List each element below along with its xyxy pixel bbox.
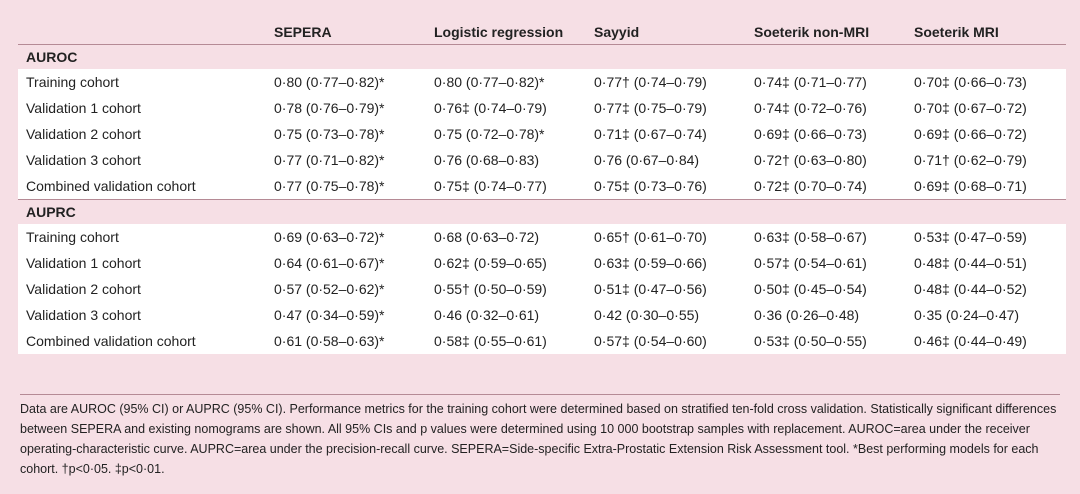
table-cell: 0·68 (0·63–0·72) xyxy=(426,224,586,250)
table-row: Validation 3 cohort 0·77 (0·71–0·82)* 0·76… xyxy=(18,147,1066,173)
column-header-sayyid: Sayyid xyxy=(586,20,746,45)
table-cell: 0·71‡ (0·67–0·74) xyxy=(586,121,746,147)
table-cell: 0·69‡ (0·66–0·73) xyxy=(746,121,906,147)
table-cell: 0·69 (0·63–0·72)* xyxy=(266,224,426,250)
row-label: Combined validation cohort xyxy=(18,328,266,354)
results-table-wrapper: SEPERA Logistic regression Sayyid Soeter… xyxy=(18,20,1066,354)
table-cell: 0·46‡ (0·44–0·49) xyxy=(906,328,1066,354)
row-label: Validation 1 cohort xyxy=(18,250,266,276)
table-cell: 0·62‡ (0·59–0·65) xyxy=(426,250,586,276)
column-header-sepera: SEPERA xyxy=(266,20,426,45)
table-body: AUROC Training cohort 0·80 (0·77–0·82)* 0·8… xyxy=(18,44,1066,354)
table-row: Validation 3 cohort 0·47 (0·34–0·59)* 0·46… xyxy=(18,302,1066,328)
table-cell: 0·75 (0·72–0·78)* xyxy=(426,121,586,147)
table-cell: 0·35 (0·24–0·47) xyxy=(906,302,1066,328)
table-row: Validation 2 cohort 0·75 (0·73–0·78)* 0·75… xyxy=(18,121,1066,147)
table-cell: 0·70‡ (0·66–0·73) xyxy=(906,69,1066,95)
table-cell: 0·47 (0·34–0·59)* xyxy=(266,302,426,328)
table-cell: 0·69‡ (0·66–0·72) xyxy=(906,121,1066,147)
table-cell: 0·46 (0·32–0·61) xyxy=(426,302,586,328)
table-cell: 0·50‡ (0·45–0·54) xyxy=(746,276,906,302)
table-cell: 0·80 (0·77–0·82)* xyxy=(266,69,426,95)
table-cell: 0·58‡ (0·55–0·61) xyxy=(426,328,586,354)
table-cell: 0·63‡ (0·59–0·66) xyxy=(586,250,746,276)
table-cell: 0·61 (0·58–0·63)* xyxy=(266,328,426,354)
table-panel: SEPERA Logistic regression Sayyid Soeter… xyxy=(8,8,1072,486)
table-row: Combined validation cohort 0·77 (0·75–0·7… xyxy=(18,173,1066,200)
column-header-soeterik-non-mri: Soeterik non-MRI xyxy=(746,20,906,45)
table-cell: 0·57‡ (0·54–0·61) xyxy=(746,250,906,276)
table-cell: 0·69‡ (0·68–0·71) xyxy=(906,173,1066,200)
table-cell: 0·57 (0·52–0·62)* xyxy=(266,276,426,302)
table-cell: 0·65† (0·61–0·70) xyxy=(586,224,746,250)
table-row: Training cohort 0·80 (0·77–0·82)* 0·80 (0·… xyxy=(18,69,1066,95)
table-cell: 0·75 (0·73–0·78)* xyxy=(266,121,426,147)
table-row: Training cohort 0·69 (0·63–0·72)* 0·68 (0·… xyxy=(18,224,1066,250)
table-cell: 0·77‡ (0·75–0·79) xyxy=(586,95,746,121)
table-cell: 0·48‡ (0·44–0·51) xyxy=(906,250,1066,276)
table-cell: 0·48‡ (0·44–0·52) xyxy=(906,276,1066,302)
table-cell: 0·57‡ (0·54–0·60) xyxy=(586,328,746,354)
table-cell: 0·53‡ (0·47–0·59) xyxy=(906,224,1066,250)
row-label: Combined validation cohort xyxy=(18,173,266,200)
row-label: Validation 2 cohort xyxy=(18,276,266,302)
table-cell: 0·63‡ (0·58–0·67) xyxy=(746,224,906,250)
section-label: AUPRC xyxy=(18,199,1066,224)
section-header-row: AUROC xyxy=(18,44,1066,69)
table-cell: 0·76‡ (0·74–0·79) xyxy=(426,95,586,121)
table-cell: 0·74‡ (0·71–0·77) xyxy=(746,69,906,95)
table-row: Combined validation cohort 0·61 (0·58–0·6… xyxy=(18,328,1066,354)
table-row: Validation 1 cohort 0·64 (0·61–0·67)* 0·62… xyxy=(18,250,1066,276)
results-table: SEPERA Logistic regression Sayyid Soeter… xyxy=(18,20,1066,354)
table-cell: 0·74‡ (0·72–0·76) xyxy=(746,95,906,121)
table-cell: 0·53‡ (0·50–0·55) xyxy=(746,328,906,354)
table-cell: 0·77† (0·74–0·79) xyxy=(586,69,746,95)
table-cell: 0·76 (0·68–0·83) xyxy=(426,147,586,173)
table-cell: 0·77 (0·75–0·78)* xyxy=(266,173,426,200)
table-cell: 0·42 (0·30–0·55) xyxy=(586,302,746,328)
row-label: Training cohort xyxy=(18,69,266,95)
table-cell: 0·75‡ (0·73–0·76) xyxy=(586,173,746,200)
column-header-logistic-regression: Logistic regression xyxy=(426,20,586,45)
table-cell: 0·55† (0·50–0·59) xyxy=(426,276,586,302)
row-label: Training cohort xyxy=(18,224,266,250)
table-cell: 0·80 (0·77–0·82)* xyxy=(426,69,586,95)
row-label: Validation 1 cohort xyxy=(18,95,266,121)
table-cell: 0·36 (0·26–0·48) xyxy=(746,302,906,328)
table-cell: 0·77 (0·71–0·82)* xyxy=(266,147,426,173)
section-label: AUROC xyxy=(18,44,1066,69)
table-cell: 0·70‡ (0·67–0·72) xyxy=(906,95,1066,121)
table-footnote: Data are AUROC (95% CI) or AUPRC (95% CI… xyxy=(20,394,1060,479)
table-cell: 0·78 (0·76–0·79)* xyxy=(266,95,426,121)
header-row: SEPERA Logistic regression Sayyid Soeter… xyxy=(18,20,1066,45)
section-header-row: AUPRC xyxy=(18,199,1066,224)
row-label: Validation 3 cohort xyxy=(18,302,266,328)
table-cell: 0·72‡ (0·70–0·74) xyxy=(746,173,906,200)
row-label: Validation 2 cohort xyxy=(18,121,266,147)
table-row: Validation 2 cohort 0·57 (0·52–0·62)* 0·55… xyxy=(18,276,1066,302)
table-cell: 0·75‡ (0·74–0·77) xyxy=(426,173,586,200)
table-cell: 0·51‡ (0·47–0·56) xyxy=(586,276,746,302)
table-cell: 0·76 (0·67–0·84) xyxy=(586,147,746,173)
column-header-soeterik-mri: Soeterik MRI xyxy=(906,20,1066,45)
table-cell: 0·72† (0·63–0·80) xyxy=(746,147,906,173)
table-cell: 0·64 (0·61–0·67)* xyxy=(266,250,426,276)
row-label: Validation 3 cohort xyxy=(18,147,266,173)
table-cell: 0·71† (0·62–0·79) xyxy=(906,147,1066,173)
column-header-label xyxy=(18,20,266,45)
table-row: Validation 1 cohort 0·78 (0·76–0·79)* 0·76… xyxy=(18,95,1066,121)
